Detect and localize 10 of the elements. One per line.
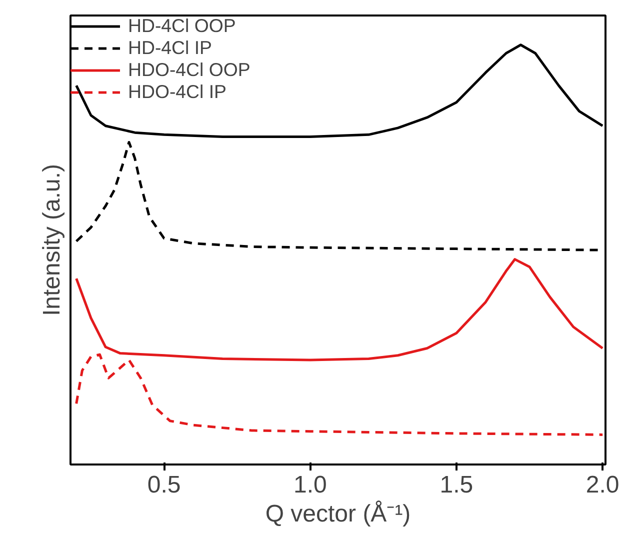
legend-label: HDO-4Cl OOP — [128, 59, 250, 81]
x-tick-label: 1.5 — [440, 472, 474, 498]
x-axis-title: Q vector (Å⁻¹) — [265, 500, 411, 528]
legend-label: HDO-4Cl IP — [128, 81, 226, 103]
x-tick-label: 1.0 — [294, 472, 327, 498]
x-tick-label: 0.5 — [147, 472, 181, 498]
y-axis-title: Intensity (a.u.) — [38, 164, 66, 316]
legend-label: HD-4Cl IP — [128, 37, 212, 59]
legend-label: HD-4Cl OOP — [128, 15, 236, 37]
x-tick-label: 2.0 — [586, 472, 620, 498]
